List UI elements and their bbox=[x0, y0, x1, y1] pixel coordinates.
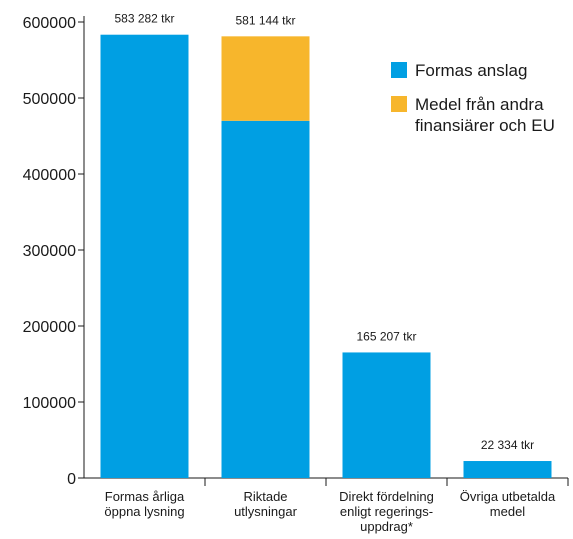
y-tick-label: 100000 bbox=[23, 395, 76, 412]
data-labels: 583 282 tkr 581 144 tkr 165 207 tkr 22 334 … bbox=[114, 12, 534, 452]
data-label: 583 282 tkr bbox=[114, 12, 174, 26]
y-tick-label: 600000 bbox=[23, 15, 76, 32]
bar-segment-series-1 bbox=[100, 34, 189, 478]
data-label: 581 144 tkr bbox=[235, 13, 295, 27]
bars bbox=[100, 34, 552, 479]
legend-label: finansiärer och EU bbox=[415, 116, 555, 135]
bar-segment-series-1 bbox=[463, 461, 552, 478]
y-axis: 0 100000 200000 300000 400000 500000 600000 bbox=[23, 15, 85, 488]
x-tick-label: enligt regerings- bbox=[340, 504, 433, 519]
y-tick-label: 500000 bbox=[23, 91, 76, 108]
x-tick-label: utlysningar bbox=[234, 504, 298, 519]
data-label: 22 334 tkr bbox=[481, 438, 534, 452]
bar-segment-series-2 bbox=[221, 36, 310, 121]
x-tick-label: öppna lysning bbox=[104, 504, 184, 519]
x-tick-label: Övriga utbetalda bbox=[460, 489, 556, 504]
data-label: 165 207 tkr bbox=[356, 329, 416, 343]
x-tick-label: uppdrag* bbox=[360, 519, 413, 534]
x-tick-label: Riktade bbox=[243, 489, 287, 504]
x-tick-label: Direkt fördelning bbox=[339, 489, 434, 504]
legend-label: Medel från andra bbox=[415, 95, 544, 114]
y-tick-label: 200000 bbox=[23, 319, 76, 336]
x-tick-label: medel bbox=[490, 504, 526, 519]
y-tick-label: 300000 bbox=[23, 243, 76, 260]
y-tick-label: 400000 bbox=[23, 167, 76, 184]
bar-segment-series-1 bbox=[342, 352, 431, 478]
legend-swatch bbox=[391, 96, 407, 112]
y-tick-label: 0 bbox=[67, 471, 76, 488]
x-tick-label: Formas årliga bbox=[105, 489, 185, 504]
legend-label: Formas anslag bbox=[415, 61, 527, 80]
legend-swatch bbox=[391, 62, 407, 78]
bar-segment-series-1 bbox=[221, 120, 310, 479]
legend: Formas anslag Medel från andra finansiärer… bbox=[391, 61, 555, 135]
